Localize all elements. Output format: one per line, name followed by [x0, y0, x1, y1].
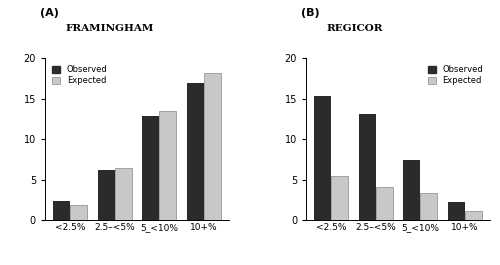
Text: (A): (A) — [40, 8, 59, 18]
Bar — [359, 114, 376, 220]
Text: FRAMINGHAM: FRAMINGHAM — [65, 24, 154, 33]
Legend: Observed, Expected: Observed, Expected — [49, 63, 110, 88]
Legend: Observed, Expected: Observed, Expected — [425, 63, 486, 88]
Bar — [314, 96, 332, 220]
Bar — [420, 193, 437, 220]
Bar — [464, 211, 481, 220]
Bar — [376, 187, 392, 220]
Bar — [54, 201, 70, 220]
Bar — [70, 205, 87, 220]
Bar — [448, 202, 464, 220]
Bar — [98, 170, 114, 220]
Bar — [332, 176, 348, 220]
Bar — [114, 168, 132, 220]
Bar — [404, 160, 420, 220]
Bar — [142, 117, 159, 220]
Text: (B): (B) — [301, 8, 320, 18]
Bar — [159, 111, 176, 220]
Bar — [204, 73, 220, 220]
Text: REGICOR: REGICOR — [326, 24, 382, 33]
Bar — [186, 82, 204, 220]
